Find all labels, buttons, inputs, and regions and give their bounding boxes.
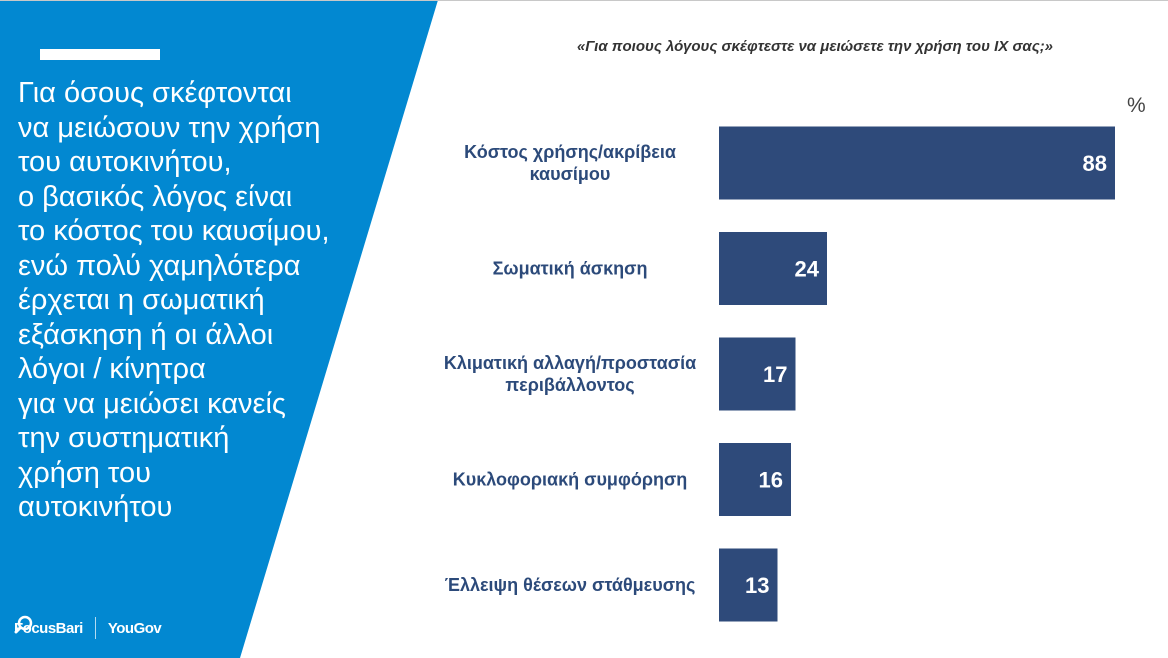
category-label-line: Σωματική άσκηση bbox=[493, 259, 648, 279]
category-label-3: Κλιματική αλλαγή/προστασία περιβάλλοντος bbox=[444, 353, 696, 395]
summary-text: Για όσους σκέφτονται να μειώσουν την χρή… bbox=[18, 77, 330, 523]
value-label-2: 24 bbox=[795, 257, 820, 282]
category-label-2: Σωματική άσκηση bbox=[493, 259, 648, 279]
category-label-line: καυσίμου bbox=[530, 164, 611, 184]
bar-5 bbox=[719, 548, 778, 622]
category-label-line: Κυκλοφοριακή συμφόρηση bbox=[453, 470, 688, 490]
value-label-4: 16 bbox=[759, 468, 783, 493]
category-label-5: Έλλειψη θέσεων στάθμευσης bbox=[445, 575, 696, 595]
category-label-4: Κυκλοφοριακή συμφόρηση bbox=[453, 470, 688, 490]
bar-2 bbox=[719, 232, 827, 305]
category-label-1: Κόστος χρήσης/ακρίβεια καυσίμου bbox=[464, 142, 676, 184]
accent-bar bbox=[40, 49, 160, 60]
value-label-1: 88 bbox=[1083, 151, 1107, 176]
category-label-line: Κόστος χρήσης/ακρίβεια bbox=[464, 142, 676, 162]
logos: FocusBari YouGov bbox=[14, 614, 162, 642]
magnifier-icon bbox=[14, 615, 33, 634]
bar-4 bbox=[719, 443, 791, 516]
category-label-line: Κλιματική αλλαγή/προστασία bbox=[444, 353, 696, 373]
unit-label: % bbox=[1127, 94, 1146, 117]
bar-1 bbox=[719, 126, 1115, 200]
category-label-line: περιβάλλοντος bbox=[505, 375, 634, 395]
chart-title: «Για ποιους λόγους σκέφτεστε να μειώσετε… bbox=[576, 38, 1054, 55]
value-label-3: 17 bbox=[763, 362, 787, 387]
focusbari-logo: FocusBari bbox=[14, 615, 83, 637]
bar-3 bbox=[719, 337, 796, 411]
logo-divider bbox=[94, 617, 96, 639]
blue-panel-shape bbox=[0, 0, 438, 658]
value-label-5: 13 bbox=[745, 573, 769, 598]
yougov-logo: YouGov bbox=[107, 619, 162, 637]
bar-chart: 88 Κόστος χρήσης/ακρίβεια καυσίμου 24 Σωματι… bbox=[444, 126, 1115, 622]
category-label-line: Έλλειψη θέσεων στάθμευσης bbox=[445, 575, 696, 595]
left-panel: Για όσους σκέφτονται να μειώσουν την χρή… bbox=[0, 0, 440, 658]
